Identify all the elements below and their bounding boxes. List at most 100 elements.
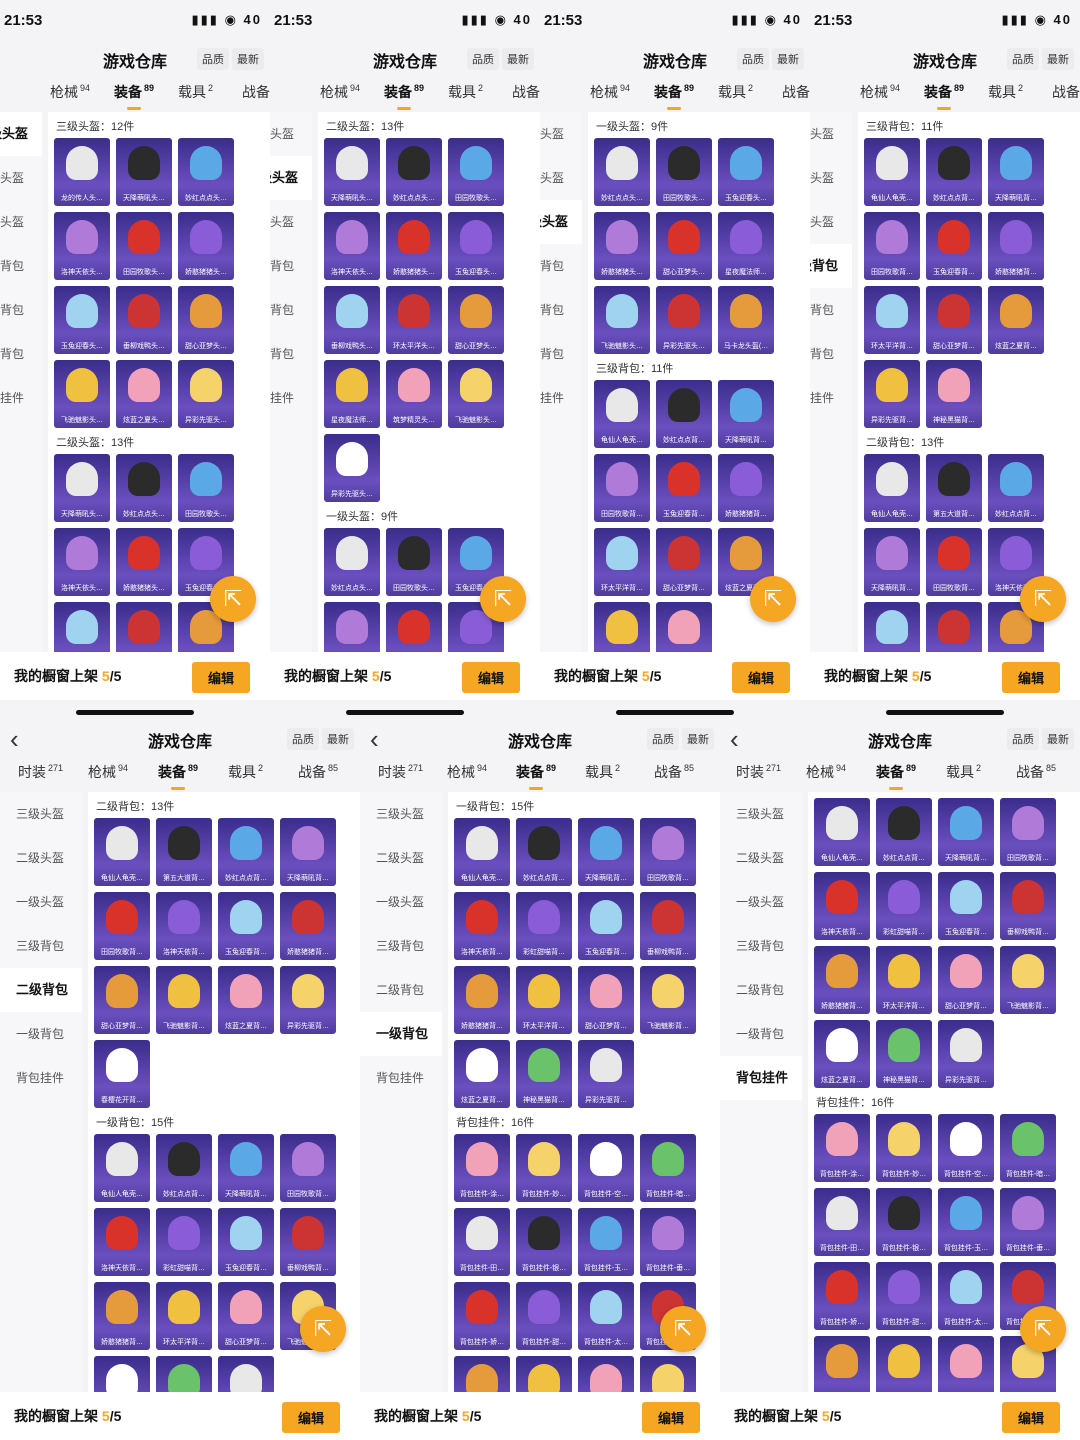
sidebar-item[interactable]: 三级背包	[0, 259, 25, 273]
tab-zhanbeizhuang[interactable]: 战备装271	[242, 82, 270, 102]
sidebar-item[interactable]: 背包挂件	[810, 391, 835, 405]
item-card[interactable]: 飞驰魅影背…	[1000, 946, 1056, 1014]
item-card[interactable]: 妙红点点背…	[656, 380, 712, 448]
item-card[interactable]: 异彩先驱背…	[864, 360, 920, 428]
item-card[interactable]: 彩虹甜喵背…	[876, 872, 932, 940]
item-card[interactable]: 玉兔迎春头…	[718, 138, 774, 206]
item-card[interactable]: 甜心亚梦头…	[178, 286, 234, 354]
item-card[interactable]: 背包挂件-异…	[938, 1336, 994, 1392]
item-card[interactable]: 田园牧歌头…	[656, 138, 712, 206]
item-card[interactable]: 春樱花开背…	[94, 1040, 150, 1108]
item-card[interactable]: 背包挂件-娇…	[814, 1262, 870, 1330]
filter-newest-button[interactable]: 最新	[682, 728, 714, 750]
item-card[interactable]: 洛神天依头…	[324, 212, 380, 280]
item-card[interactable]: 背包挂件-玉…	[938, 1188, 994, 1256]
item-card[interactable]: 飞驰魅影头…	[448, 360, 504, 428]
item-card[interactable]: 星夜魔法师…	[718, 212, 774, 280]
item-card[interactable]: 背包挂件-太…	[578, 1282, 634, 1350]
item-card[interactable]: 甜心亚梦背…	[94, 966, 150, 1034]
tab-zhanbeizhuang[interactable]: 战备装271	[512, 82, 540, 102]
filter-newest-button[interactable]: 最新	[1042, 48, 1074, 70]
item-card[interactable]: 天降萌吼背…	[218, 1134, 274, 1202]
item-card[interactable]: 背包挂件-甜…	[516, 1282, 572, 1350]
item-card[interactable]: 玉兔迎春背…	[578, 892, 634, 960]
item-card[interactable]: 娇憨猪猪背…	[988, 212, 1044, 280]
item-card[interactable]: 背包挂件-妙…	[516, 1134, 572, 1202]
item-card[interactable]: 天降萌吼背…	[938, 798, 994, 866]
item-card[interactable]: 星夜魔法师…	[448, 602, 504, 652]
tab-3[interactable]: 载具 2	[228, 762, 263, 782]
item-card[interactable]: 背包挂件-萌…	[516, 1356, 572, 1392]
item-card[interactable]: 异彩先驱背…	[280, 966, 336, 1034]
item-card[interactable]: 龟仙人龟壳…	[864, 454, 920, 522]
tab-0[interactable]: 时装 271	[378, 762, 423, 782]
item-card[interactable]: 天降萌吼头…	[116, 138, 172, 206]
item-card[interactable]: 背包挂件-涂…	[454, 1134, 510, 1202]
sidebar-item[interactable]: 三级头盔	[16, 807, 65, 821]
item-card[interactable]: 甜心亚梦头…	[386, 602, 442, 652]
filter-quality-button[interactable]: 品质	[467, 48, 499, 70]
tab-4[interactable]: 战备 85	[654, 762, 694, 782]
item-card[interactable]: 环太平洋背…	[156, 1282, 212, 1350]
tab-2[interactable]: 装备 89	[516, 762, 556, 790]
item-card[interactable]: 背包挂件-甜…	[876, 1262, 932, 1330]
sidebar-item[interactable]: 三级背包	[270, 259, 295, 273]
item-card[interactable]: 背包挂件-垂…	[640, 1208, 696, 1276]
sidebar-item[interactable]: 三级头盔	[0, 112, 42, 156]
item-card[interactable]: 玉兔迎春背…	[218, 1208, 274, 1276]
sidebar-item[interactable]: 一级背包	[810, 347, 835, 361]
item-card[interactable]: 神秘黑猫背…	[156, 1356, 212, 1392]
item-card[interactable]: 彩虹甜喵背…	[516, 892, 572, 960]
item-card[interactable]: 娇憨猪猪头…	[116, 528, 172, 596]
tab-2[interactable]: 装备 89	[384, 82, 424, 110]
item-card[interactable]: 炫蓝之夏背…	[988, 286, 1044, 354]
item-card[interactable]: 天降萌吼背…	[718, 380, 774, 448]
item-card[interactable]: 飞驰魅影背…	[640, 966, 696, 1034]
item-card[interactable]: 甜心亚梦背…	[988, 602, 1044, 652]
edit-button[interactable]: 编辑	[731, 662, 790, 693]
item-card[interactable]: 娇憨猪猪背…	[814, 946, 870, 1014]
sidebar-item[interactable]: 二级背包	[540, 303, 565, 317]
item-card[interactable]: 垂柳戏鸭头…	[324, 286, 380, 354]
tab-1[interactable]: 枪械 94	[88, 762, 128, 782]
item-card[interactable]: 炫蓝之夏头…	[116, 360, 172, 428]
item-card[interactable]: 背包挂件-空…	[938, 1114, 994, 1182]
item-card[interactable]: 娇憨猪猪背…	[718, 454, 774, 522]
sidebar-item[interactable]: 一级头盔	[270, 215, 295, 229]
item-card[interactable]: 炫蓝之夏背…	[94, 1356, 150, 1392]
item-card[interactable]: 洛神天依头…	[54, 528, 110, 596]
item-card[interactable]: 背包挂件-涂…	[814, 1114, 870, 1182]
edit-button[interactable]: 编辑	[461, 662, 520, 693]
item-card[interactable]: 第五大道背…	[926, 454, 982, 522]
tab-zhanbeizhuang[interactable]: 战备装271	[782, 82, 810, 102]
tab-2[interactable]: 装备 89	[924, 82, 964, 110]
item-card[interactable]: 神秘黑猫背…	[876, 1020, 932, 1088]
item-card[interactable]: 娇憨猪猪背…	[94, 1282, 150, 1350]
item-card[interactable]: 炫蓝之夏背…	[218, 966, 274, 1034]
sidebar-item[interactable]: 三级背包	[376, 939, 425, 953]
item-card[interactable]: 甜心亚梦头…	[448, 286, 504, 354]
filter-quality-button[interactable]: 品质	[1007, 48, 1039, 70]
item-card[interactable]: 背包挂件-暗…	[640, 1134, 696, 1202]
item-card[interactable]: 异彩先驱背…	[594, 602, 650, 652]
item-card[interactable]: 彩虹甜喵背…	[156, 1208, 212, 1276]
item-card[interactable]: 玉兔迎春背…	[864, 602, 920, 652]
item-card[interactable]: 垂柳戏鸭背…	[640, 892, 696, 960]
item-card[interactable]: 天降萌吼头…	[324, 138, 380, 206]
tab-2[interactable]: 装备 89	[876, 762, 916, 790]
item-card[interactable]: 第五大道背…	[156, 818, 212, 886]
item-card[interactable]: 环太平洋背…	[864, 286, 920, 354]
item-card[interactable]: 田园牧歌背…	[1000, 798, 1056, 866]
item-card[interactable]: 异彩先驱背…	[218, 1356, 274, 1392]
tab-3[interactable]: 载具 2	[718, 82, 753, 102]
sidebar-item[interactable]: 三级头盔	[810, 127, 835, 141]
sidebar-item[interactable]: 一级头盔	[810, 215, 835, 229]
sidebar-item[interactable]: 一级背包	[736, 1027, 785, 1041]
filter-quality-button[interactable]: 品质	[197, 48, 229, 70]
sidebar-item[interactable]: 二级头盔	[376, 851, 425, 865]
item-card[interactable]: 异彩先驱头…	[656, 286, 712, 354]
share-out-icon[interactable]: ⇱	[1020, 1306, 1066, 1352]
filter-newest-button[interactable]: 最新	[772, 48, 804, 70]
item-card[interactable]: 天降萌吼背…	[578, 818, 634, 886]
item-card[interactable]: 玉兔迎春头…	[448, 212, 504, 280]
